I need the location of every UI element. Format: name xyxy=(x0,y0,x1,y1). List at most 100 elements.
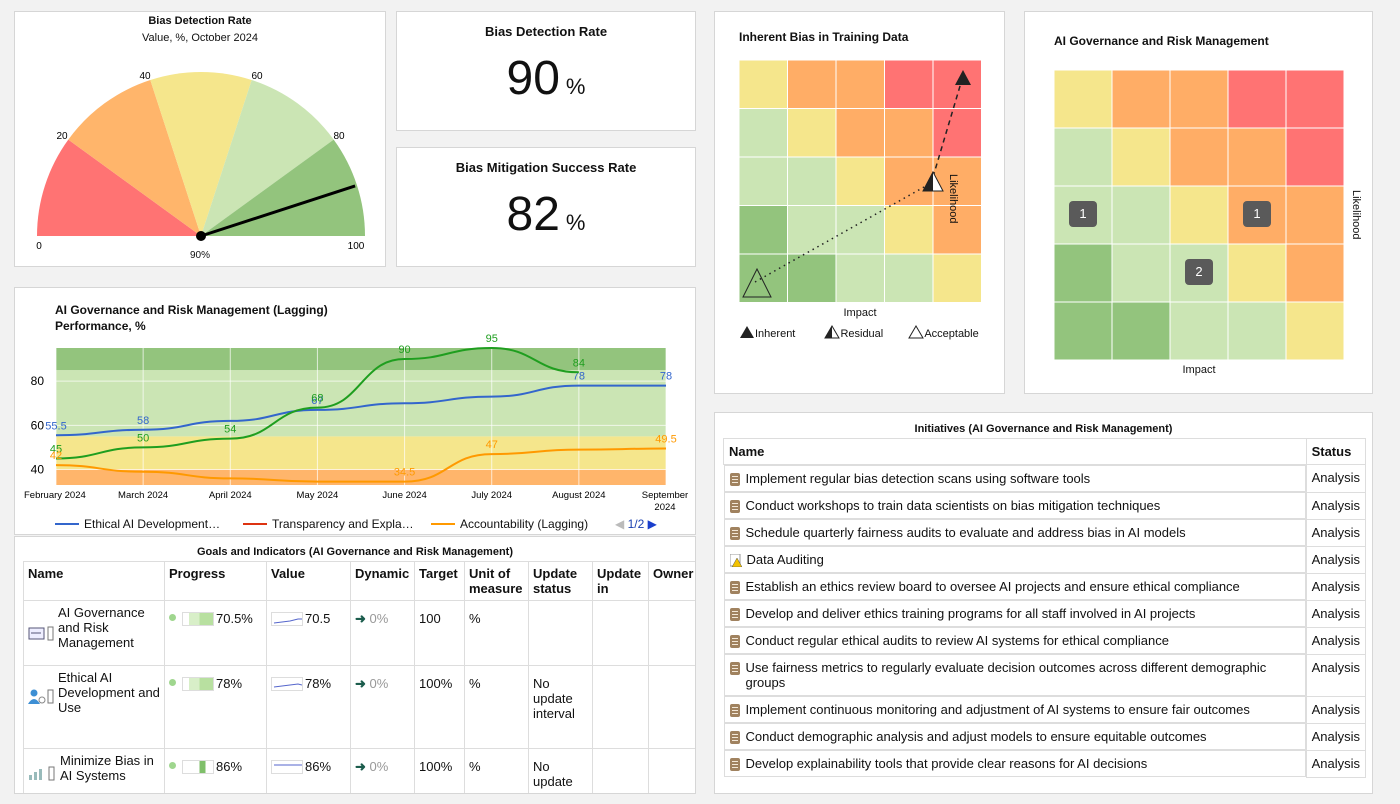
legend-swatch-orange xyxy=(431,523,455,525)
initiatives-table: Name Status Implement regular bias detec… xyxy=(723,438,1367,778)
initiative-status: Analysis xyxy=(1305,722,1367,751)
line-chart-subtitle: Performance, % xyxy=(55,319,146,333)
initiative-status: Analysis xyxy=(1305,464,1367,493)
clipboard-icon xyxy=(729,581,740,594)
matrix-cell xyxy=(1053,243,1113,303)
initiative-name[interactable]: Establish an ethics review board to over… xyxy=(745,579,1240,594)
initiative-row[interactable]: Data Auditing Analysis xyxy=(723,545,1367,574)
initiative-name[interactable]: Implement continuous monitoring and adju… xyxy=(745,702,1250,717)
matrix-cell xyxy=(1227,127,1287,187)
dashboard-icon xyxy=(28,626,54,641)
initiative-name-cell: Conduct demographic analysis and adjust … xyxy=(723,723,1306,750)
goals-header-row: Name Progress Value Dynamic Target Unit … xyxy=(23,561,695,601)
initiative-name[interactable]: Use fairness metrics to regularly evalua… xyxy=(745,660,1267,690)
matrix-cell xyxy=(932,108,982,158)
legend-accountability[interactable]: Accountability (Lagging) xyxy=(431,517,588,531)
col-target[interactable]: Target xyxy=(414,561,465,601)
data-label: 50 xyxy=(137,432,149,444)
gauge-tick-20: 20 xyxy=(56,131,68,142)
goal-row[interactable]: Minimize Bias in AI Systems 86% 86% ➜ 0%… xyxy=(23,748,695,793)
initiative-name[interactable]: Implement regular bias detection scans u… xyxy=(745,471,1091,486)
matrix-cell xyxy=(1111,69,1171,129)
goal-row[interactable]: AI Governance and Risk Management 70.5% … xyxy=(23,600,695,666)
initiative-row[interactable]: Use fairness metrics to regularly evalua… xyxy=(723,653,1367,697)
matrix-cell xyxy=(884,108,934,158)
goal-name[interactable]: Minimize Bias in AI Systems xyxy=(60,753,154,783)
col-value[interactable]: Value xyxy=(266,561,351,601)
kpi-bias-mitigation-rate: Bias Mitigation Success Rate 82% xyxy=(396,147,696,267)
col-name[interactable]: Name xyxy=(23,561,165,601)
col-unit[interactable]: Unit of measure xyxy=(464,561,529,601)
goal-value: 78% xyxy=(305,676,332,691)
goal-row[interactable]: Ethical AI Development and Use 78% 78% ➜… xyxy=(23,665,695,749)
initiative-name[interactable]: Data Auditing xyxy=(746,552,824,567)
goal-update-in xyxy=(592,600,649,666)
legend-ethical-ai[interactable]: Ethical AI Development… xyxy=(55,517,220,531)
initiative-status: Analysis xyxy=(1305,695,1367,724)
progress-bar-icon xyxy=(182,612,214,626)
matrix-cell xyxy=(1111,185,1171,245)
matrix-cell xyxy=(1285,243,1345,303)
col-initiative-status[interactable]: Status xyxy=(1305,438,1367,465)
initiative-name[interactable]: Develop and deliver ethics training prog… xyxy=(745,606,1196,621)
col-progress[interactable]: Progress xyxy=(164,561,267,601)
data-label: 55.5 xyxy=(45,420,66,432)
matrix-cell xyxy=(1169,185,1229,245)
initiative-name-cell: Develop and deliver ethics training prog… xyxy=(723,600,1306,627)
goal-name[interactable]: AI Governance and Risk Management xyxy=(58,605,145,650)
clipboard-icon xyxy=(729,527,740,540)
goal-name-cell: AI Governance and Risk Management xyxy=(23,600,165,666)
initiative-name[interactable]: Develop explainability tools that provid… xyxy=(745,756,1148,771)
matrix-cell xyxy=(1111,127,1171,187)
matrix-cell xyxy=(1111,301,1171,361)
goal-owner xyxy=(648,748,695,793)
kpi-value-wrap: 82% xyxy=(397,187,695,242)
arrow-right-icon: ➜ xyxy=(355,611,366,626)
risk-count-badge[interactable]: 1 xyxy=(1243,201,1271,227)
risk-count-badge[interactable]: 1 xyxy=(1069,201,1097,227)
initiative-name[interactable]: Conduct workshops to train data scientis… xyxy=(745,498,1161,513)
col-owner[interactable]: Owner xyxy=(648,561,695,601)
legend-transparency[interactable]: Transparency and Expla… xyxy=(243,517,414,531)
pager-prev-icon[interactable]: ◀ xyxy=(615,517,625,531)
initiative-row[interactable]: Implement regular bias detection scans u… xyxy=(723,464,1367,493)
data-label: 47 xyxy=(486,439,498,451)
initiative-name-cell: Data Auditing xyxy=(723,546,1306,573)
inherent-triangle-icon xyxy=(740,326,754,338)
initiative-row[interactable]: Implement continuous monitoring and adju… xyxy=(723,695,1367,724)
initiative-row[interactable]: Conduct demographic analysis and adjust … xyxy=(723,722,1367,751)
risk-count-badge[interactable]: 2 xyxy=(1185,259,1213,285)
risk-matrix-inherent-bias: Inherent Bias in Training Data Impact Li… xyxy=(714,11,1005,394)
performance-band xyxy=(56,469,666,485)
col-dynamic[interactable]: Dynamic xyxy=(350,561,415,601)
initiative-row[interactable]: Schedule quarterly fairness audits to ev… xyxy=(723,518,1367,547)
initiative-name-cell: Use fairness metrics to regularly evalua… xyxy=(723,654,1306,696)
initiative-name[interactable]: Conduct demographic analysis and adjust … xyxy=(745,729,1207,744)
goal-update-in xyxy=(592,665,649,749)
data-label: 95 xyxy=(486,333,498,345)
matrix-cell xyxy=(787,253,837,303)
initiative-name[interactable]: Schedule quarterly fairness audits to ev… xyxy=(745,525,1186,540)
goal-progress-cell: 86% xyxy=(164,748,267,793)
goal-update-in xyxy=(592,748,649,793)
col-update-status[interactable]: Update status xyxy=(528,561,593,601)
initiative-name[interactable]: Conduct regular ethical audits to review… xyxy=(745,633,1169,648)
arrow-right-icon: ➜ xyxy=(355,759,366,774)
kpi-bias-detection-rate: Bias Detection Rate 90% xyxy=(396,11,696,131)
x-tick-label: June 2024 xyxy=(382,490,426,501)
bar-chart-icon xyxy=(29,766,55,781)
initiative-row[interactable]: Establish an ethics review board to over… xyxy=(723,572,1367,601)
goal-name-cell: Ethical AI Development and Use xyxy=(23,665,165,749)
col-update-in[interactable]: Update in xyxy=(592,561,649,601)
pager-next-icon[interactable]: ▶ xyxy=(647,517,657,531)
goal-progress-cell: 70.5% xyxy=(164,600,267,666)
col-initiative-name[interactable]: Name xyxy=(723,438,1307,465)
kpi-value: 82 xyxy=(506,188,560,241)
initiative-row[interactable]: Conduct workshops to train data scientis… xyxy=(723,491,1367,520)
initiative-status: Analysis xyxy=(1305,626,1367,655)
goal-name[interactable]: Ethical AI Development and Use xyxy=(58,670,160,715)
initiative-row[interactable]: Develop explainability tools that provid… xyxy=(723,749,1367,778)
initiative-row[interactable]: Develop and deliver ethics training prog… xyxy=(723,599,1367,628)
initiative-row[interactable]: Conduct regular ethical audits to review… xyxy=(723,626,1367,655)
goal-progress: 70.5% xyxy=(216,611,253,626)
